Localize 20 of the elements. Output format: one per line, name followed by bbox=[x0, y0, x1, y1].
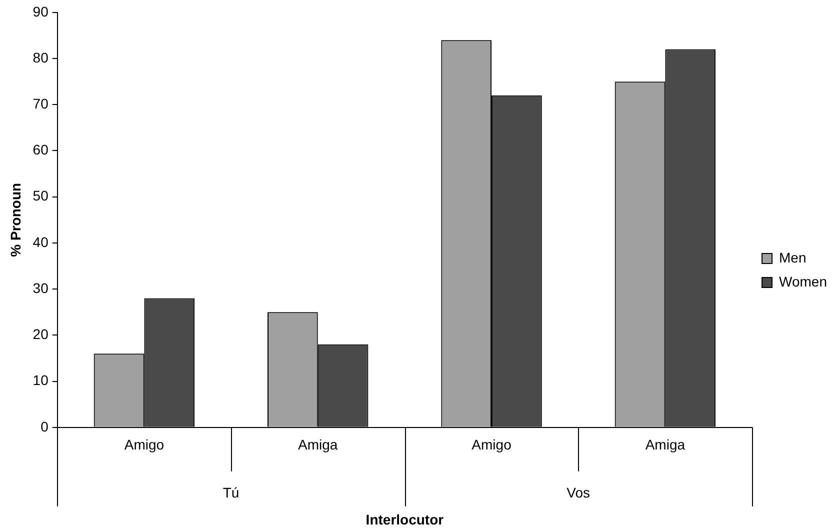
x-tick-label: Amigo bbox=[472, 436, 512, 453]
y-tick-label: 40 bbox=[32, 234, 49, 250]
legend-label: Women bbox=[779, 273, 828, 290]
x-tick-label: Amiga bbox=[298, 436, 338, 453]
y-tick-label: 20 bbox=[32, 326, 49, 342]
text: Tú bbox=[222, 484, 240, 500]
y-tick-label: 90 bbox=[32, 3, 49, 20]
y-tick-label: 0 bbox=[40, 418, 49, 434]
y-tick-label: 30 bbox=[32, 280, 49, 296]
legend-label: Men bbox=[779, 249, 806, 266]
y-tick-label: 70 bbox=[32, 95, 49, 112]
x-tick-label: Amigo bbox=[124, 436, 164, 453]
y-tick-label: 10 bbox=[32, 372, 49, 388]
y-axis-title: % Pronoun bbox=[7, 182, 24, 257]
text: Vos bbox=[566, 484, 590, 500]
y-tick-label: 80 bbox=[32, 49, 49, 66]
y-tick-label: 60 bbox=[32, 142, 49, 158]
x-axis-title: Interlocutor bbox=[366, 511, 444, 528]
x-tick-label: Amiga bbox=[645, 436, 686, 453]
y-tick-label: 50 bbox=[32, 188, 49, 204]
